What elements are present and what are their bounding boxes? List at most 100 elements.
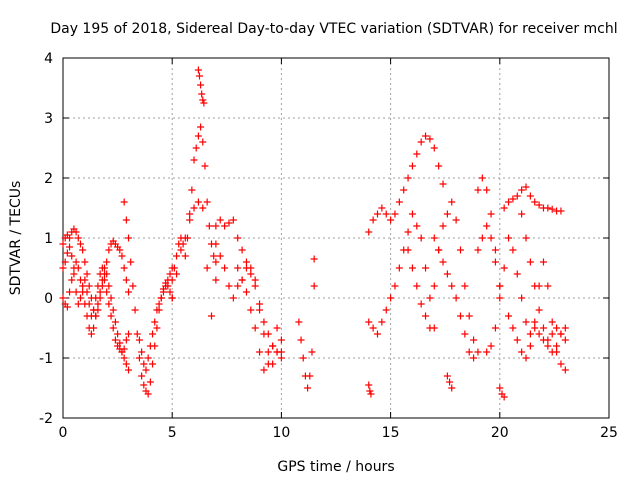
data-point (413, 150, 421, 158)
data-point (79, 282, 87, 290)
data-point (535, 306, 543, 314)
data-point (142, 366, 150, 374)
data-point (181, 252, 189, 260)
data-point (66, 288, 74, 296)
data-point (548, 330, 556, 338)
series-trace-8-10h-c (234, 264, 285, 374)
data-point (557, 360, 565, 368)
x-tick-label: 25 (600, 425, 618, 441)
data-point (140, 381, 148, 389)
data-point (199, 96, 207, 104)
series-trace-0-3h-b (59, 258, 133, 356)
data-point (369, 216, 377, 224)
data-point (548, 318, 556, 326)
series-trace-0-3h-c (59, 243, 133, 374)
data-point (85, 300, 93, 308)
data-point (417, 234, 425, 242)
data-point (135, 336, 143, 344)
data-point (68, 276, 76, 284)
data-point (216, 216, 224, 224)
data-point (247, 264, 255, 272)
series-trace-19-23h-b (483, 234, 569, 356)
data-point (155, 300, 163, 308)
data-point (212, 222, 220, 230)
data-point (308, 348, 316, 356)
data-point (452, 294, 460, 302)
data-point (256, 348, 264, 356)
data-point (435, 162, 443, 170)
data-point (461, 282, 469, 290)
data-point (173, 252, 181, 260)
data-point (404, 228, 412, 236)
data-point (59, 264, 67, 272)
series-trace-5-7h-a (168, 123, 220, 284)
data-point (200, 99, 208, 107)
data-point (111, 318, 119, 326)
data-point (188, 186, 196, 194)
data-point (66, 243, 74, 251)
data-point (149, 360, 157, 368)
data-point (408, 210, 416, 218)
data-point (131, 306, 139, 314)
data-point (277, 348, 285, 356)
data-point (310, 255, 318, 263)
data-point (365, 318, 373, 326)
data-point (367, 390, 375, 398)
data-point (87, 330, 95, 338)
data-point (133, 330, 141, 338)
data-point (242, 288, 250, 296)
data-point (513, 192, 521, 200)
data-point (446, 378, 454, 386)
data-point (260, 366, 268, 374)
data-point (413, 222, 421, 230)
data-point (168, 276, 176, 284)
series-trace-11h-isolated (310, 255, 318, 290)
data-point (382, 306, 390, 314)
data-point (408, 162, 416, 170)
data-point (522, 234, 530, 242)
data-point (522, 183, 530, 191)
data-point (79, 246, 87, 254)
data-point (96, 270, 104, 278)
data-point (430, 144, 438, 152)
data-point (74, 300, 82, 308)
data-point (391, 282, 399, 290)
series-trace-14h-low (365, 381, 375, 398)
data-point (526, 330, 534, 338)
data-point (500, 393, 508, 401)
x-tick-label: 20 (491, 425, 509, 441)
data-point (118, 252, 126, 260)
data-point (125, 366, 133, 374)
data-point (256, 306, 264, 314)
data-point (83, 288, 91, 296)
data-point (98, 264, 106, 272)
data-point (109, 324, 117, 332)
data-point (557, 207, 565, 215)
data-point (526, 192, 534, 200)
data-point (522, 354, 530, 362)
data-point (221, 222, 229, 230)
data-point (470, 354, 478, 362)
series-trace-7-10h-b (212, 240, 285, 368)
data-point (366, 387, 374, 395)
data-point (221, 264, 229, 272)
data-point (526, 258, 534, 266)
data-point (544, 204, 552, 212)
data-point (456, 312, 464, 320)
data-point (203, 198, 211, 206)
data-point (70, 270, 78, 278)
data-point (194, 198, 202, 206)
data-point (408, 264, 416, 272)
data-point (135, 354, 143, 362)
data-point (116, 246, 124, 254)
data-point (461, 330, 469, 338)
data-point (505, 312, 513, 320)
data-point (496, 282, 504, 290)
data-point (456, 246, 464, 254)
data-point (544, 342, 552, 350)
series-trace-7-10h-a (212, 216, 285, 362)
data-point (448, 198, 456, 206)
data-point (122, 216, 130, 224)
data-point (365, 381, 373, 389)
data-point (198, 90, 206, 98)
